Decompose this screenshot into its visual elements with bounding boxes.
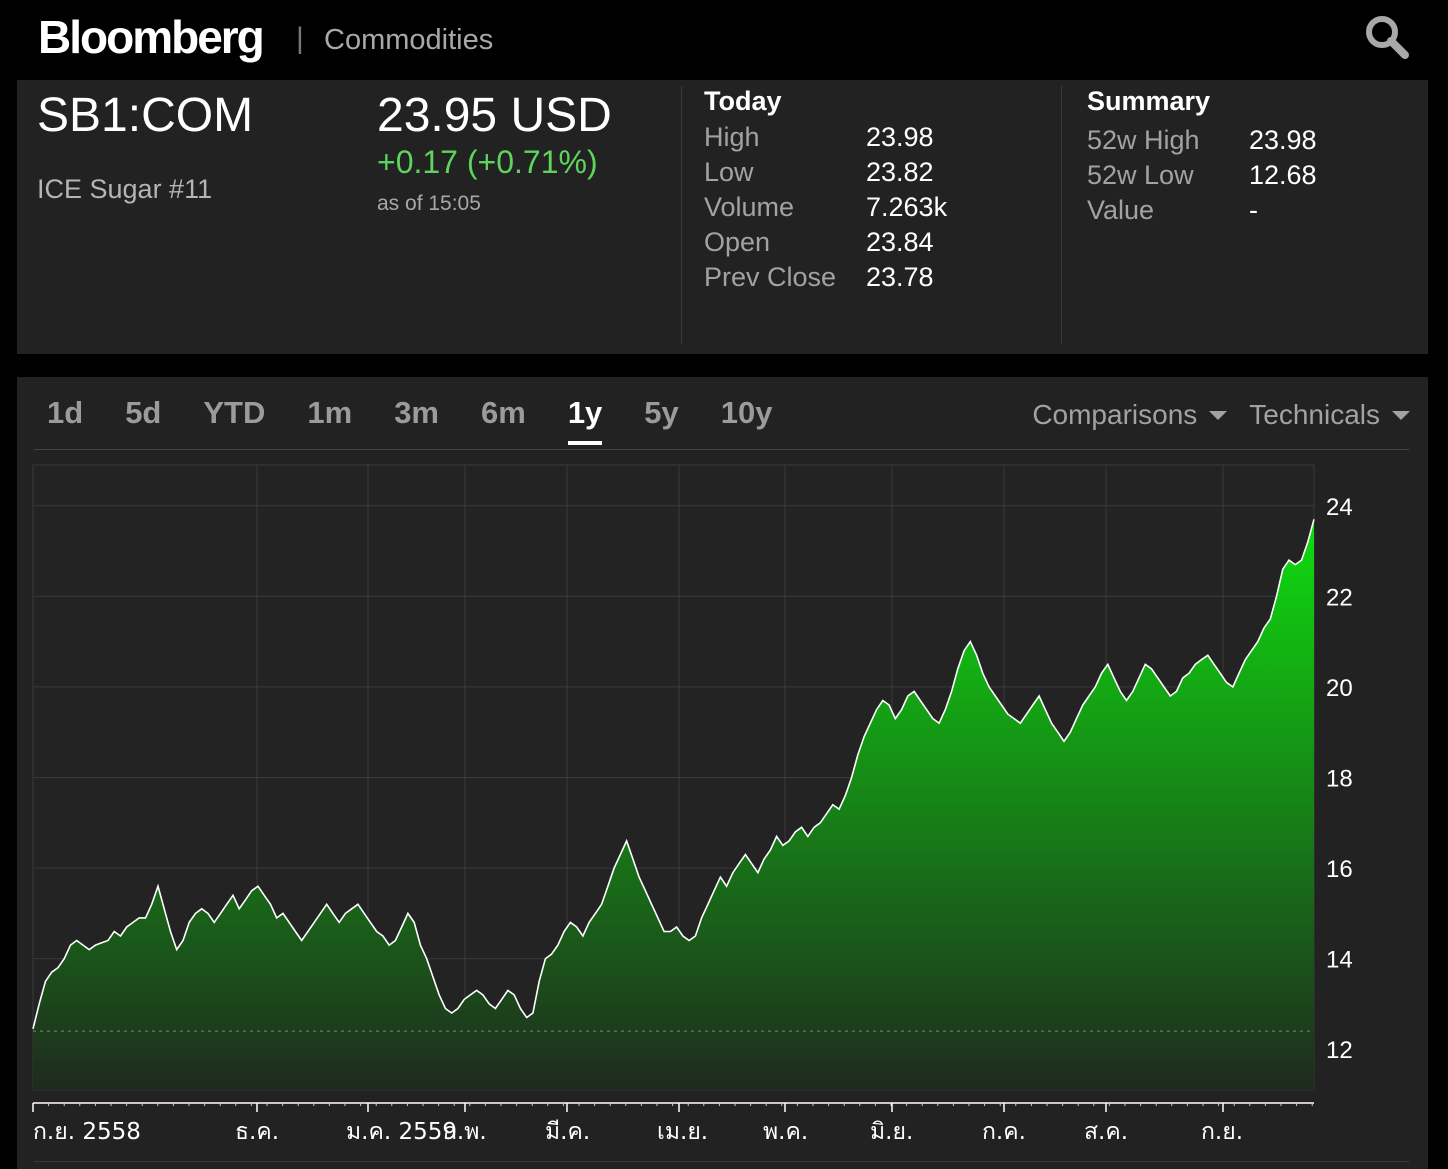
stat-row-high: High 23.98 bbox=[704, 120, 1044, 155]
price-chart[interactable]: 12 14 16 18 20 22 24 ก.ย. 2558 ธ.ค. ม.ค. 2559ก.พ.… bbox=[17, 377, 1428, 1169]
last-price: 23.95 USD bbox=[377, 89, 612, 142]
y-tick-label: 18 bbox=[1326, 766, 1353, 793]
stat-row-value: Value - bbox=[1087, 193, 1407, 228]
today-stats: Today High 23.98 Low 23.82 Volume 7.263k… bbox=[704, 86, 1044, 295]
comparisons-dropdown[interactable]: Comparisons bbox=[1032, 399, 1228, 431]
divider bbox=[1061, 86, 1062, 344]
price-change: +0.17 (+0.71%) bbox=[377, 144, 598, 180]
x-tick-label: ส.ค. bbox=[1084, 1119, 1128, 1145]
stat-row-low: Low 23.82 bbox=[704, 155, 1044, 190]
divider bbox=[681, 86, 682, 344]
series-area bbox=[33, 519, 1314, 1090]
stat-label: Volume bbox=[704, 192, 795, 222]
y-tick-label: 20 bbox=[1326, 675, 1353, 702]
tab-1d[interactable]: 1d bbox=[47, 395, 84, 430]
chart-footer-line bbox=[34, 1161, 1409, 1162]
x-tick-label: ม.ค. 2559 bbox=[346, 1119, 457, 1145]
ticker-symbol: SB1:COM bbox=[37, 89, 254, 142]
stat-value: 7.263k bbox=[866, 192, 948, 222]
summary-stats: Summary 52w High 23.98 52w Low 12.68 Val… bbox=[1087, 86, 1407, 228]
y-tick-label: 14 bbox=[1326, 947, 1353, 974]
y-tick-label: 24 bbox=[1326, 494, 1353, 521]
chevron-down-icon bbox=[1209, 410, 1228, 420]
stat-label: 52w Low bbox=[1087, 160, 1194, 190]
x-tick-label: พ.ค. bbox=[763, 1119, 808, 1145]
tab-5y[interactable]: 5y bbox=[644, 395, 679, 430]
x-tick-label: ธ.ค. bbox=[235, 1119, 279, 1145]
technicals-label: Technicals bbox=[1249, 399, 1380, 430]
today-title: Today bbox=[704, 86, 782, 116]
stat-value: - bbox=[1249, 195, 1258, 225]
stat-value: 23.98 bbox=[866, 122, 934, 152]
as-of-time: as of 15:05 bbox=[377, 192, 481, 215]
stat-label: 52w High bbox=[1087, 125, 1200, 155]
stat-label: Low bbox=[704, 157, 754, 187]
stat-value: 12.68 bbox=[1249, 160, 1317, 190]
comparisons-label: Comparisons bbox=[1032, 399, 1198, 430]
stat-row-open: Open 23.84 bbox=[704, 225, 1044, 260]
stat-value: 23.78 bbox=[866, 262, 934, 292]
summary-title: Summary bbox=[1087, 86, 1211, 116]
x-tick-label: ก.ย. bbox=[1201, 1119, 1243, 1145]
stat-label: High bbox=[704, 122, 760, 152]
chart-panel: 1d 5d YTD 1m 3m 6m 1y 5y 10y Comparisons… bbox=[17, 377, 1428, 1169]
x-tick-label: ก.พ. bbox=[443, 1119, 487, 1145]
top-bar: Bloomberg | Commodities bbox=[0, 0, 1448, 78]
stat-label: Prev Close bbox=[704, 262, 837, 292]
stat-label: Open bbox=[704, 227, 771, 257]
stat-row-52w-low: 52w Low 12.68 bbox=[1087, 158, 1407, 193]
stat-value: 23.98 bbox=[1249, 125, 1317, 155]
y-tick-label: 16 bbox=[1326, 856, 1353, 883]
tab-ytd[interactable]: YTD bbox=[203, 395, 266, 430]
stat-row-52w-high: 52w High 23.98 bbox=[1087, 123, 1407, 158]
chart-menus: Comparisons Technicals bbox=[1010, 399, 1410, 431]
tab-1m[interactable]: 1m bbox=[307, 395, 353, 430]
stat-value: 23.82 bbox=[866, 157, 934, 187]
x-tick-label: ก.ค. bbox=[982, 1119, 1026, 1145]
stat-label: Value bbox=[1087, 195, 1155, 225]
tab-3m[interactable]: 3m bbox=[394, 395, 439, 430]
series-line bbox=[32, 519, 1315, 1030]
tab-5d[interactable]: 5d bbox=[125, 395, 162, 430]
x-tick-label: เม.ย. bbox=[657, 1119, 708, 1145]
header-separator: | bbox=[296, 22, 304, 55]
tab-1y[interactable]: 1y bbox=[567, 395, 603, 445]
instrument-name: ICE Sugar #11 bbox=[37, 174, 213, 204]
stat-value: 23.84 bbox=[866, 227, 934, 257]
chevron-down-icon bbox=[1392, 410, 1410, 420]
x-tick-label: มิ.ย. bbox=[870, 1119, 913, 1145]
search-icon[interactable] bbox=[1362, 12, 1410, 60]
stat-row-prev-close: Prev Close 23.78 bbox=[704, 260, 1044, 295]
x-tick-label: มี.ค. bbox=[545, 1119, 590, 1145]
tab-6m[interactable]: 6m bbox=[481, 395, 526, 430]
range-tabs: 1d 5d YTD 1m 3m 6m 1y 5y 10y bbox=[47, 395, 815, 445]
tabs-divider bbox=[34, 449, 1409, 450]
technicals-dropdown[interactable]: Technicals bbox=[1249, 399, 1410, 431]
logo[interactable]: Bloomberg bbox=[38, 11, 265, 63]
stat-row-volume: Volume 7.263k bbox=[704, 190, 1044, 225]
quote-panel: SB1:COM ICE Sugar #11 23.95 USD +0.17 (+… bbox=[17, 80, 1428, 354]
x-tick-label: ก.ย. 2558 bbox=[33, 1119, 141, 1145]
y-tick-label: 22 bbox=[1326, 584, 1353, 611]
tab-10y[interactable]: 10y bbox=[720, 395, 773, 430]
y-tick-label: 12 bbox=[1326, 1037, 1353, 1064]
section-title[interactable]: Commodities bbox=[324, 24, 494, 56]
